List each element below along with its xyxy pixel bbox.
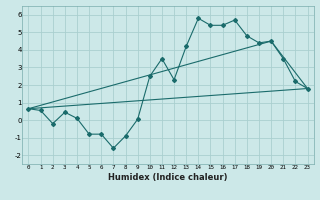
X-axis label: Humidex (Indice chaleur): Humidex (Indice chaleur) <box>108 173 228 182</box>
